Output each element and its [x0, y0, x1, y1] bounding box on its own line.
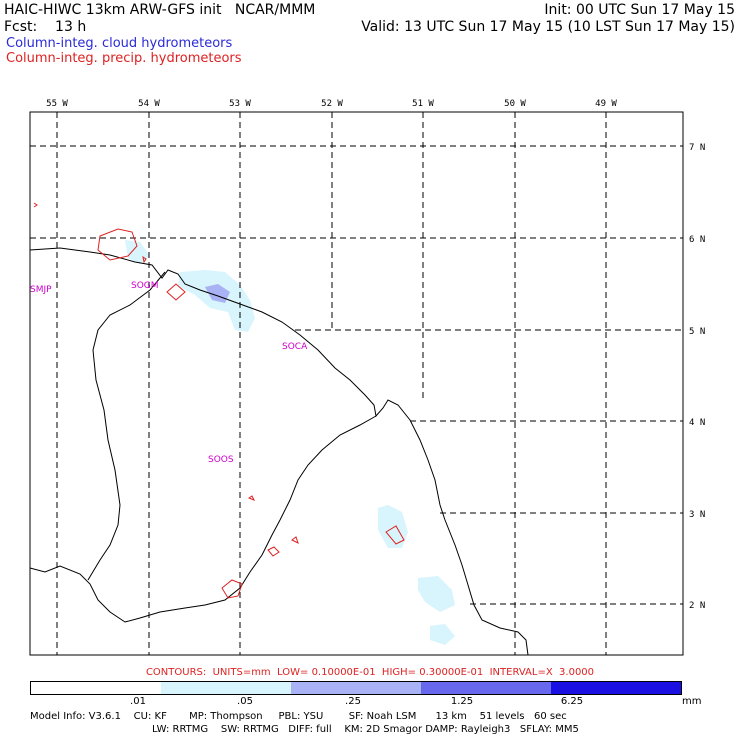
precip-contour — [221, 579, 243, 599]
model-info-line1: Model Info: V3.6.1 CU: KF MP: Thompson P… — [30, 711, 567, 722]
colorbar-label: .25 — [345, 696, 361, 707]
lon-label-49w: 49 W — [595, 99, 617, 109]
init-time: Init: 00 UTC Sun 17 May 15 — [544, 2, 735, 18]
model-title: HAIC-HIWC 13km ARW-GFS init NCAR/MMM — [4, 2, 316, 18]
precip-contour — [385, 525, 405, 545]
lat-label-4n: 4 N — [689, 418, 705, 428]
precip-contour — [97, 228, 138, 261]
lon-label-53w: 53 W — [229, 99, 251, 109]
colorbar-bin — [291, 682, 421, 694]
lon-label-52w: 52 W — [321, 99, 343, 109]
contour-info: CONTOURS: UNITS=mm LOW= 0.10000E-01 HIGH… — [145, 667, 595, 678]
precip-contour — [291, 536, 299, 544]
precip-contour — [166, 283, 186, 301]
colorbar-label: .05 — [237, 696, 253, 707]
lon-label-50w: 50 W — [504, 99, 526, 109]
station-smjp: SMJP — [30, 285, 52, 295]
coastline — [29, 247, 529, 656]
colorbar-bin — [551, 682, 681, 694]
precip-contour — [142, 255, 147, 264]
colorbar — [30, 681, 682, 695]
precip-contour — [267, 546, 280, 557]
lat-label-2n: 2 N — [689, 601, 705, 611]
border-line — [87, 271, 166, 581]
cloud-shade-region — [378, 505, 408, 548]
map-frame — [29, 111, 684, 656]
station-soos: SOOS — [208, 455, 234, 465]
lon-label-51w: 51 W — [412, 99, 434, 109]
colorbar-label: 6.25 — [560, 696, 584, 707]
cloud-shade-region — [430, 624, 455, 645]
lon-label-55w: 55 W — [46, 99, 68, 109]
lat-label-6n: 6 N — [689, 235, 705, 245]
model-info-line2: LW: RRTMG SW: RRTMG DIFF: full KM: 2D Sm… — [152, 724, 579, 735]
precip-contours — [33, 202, 405, 599]
coastlines — [29, 247, 529, 656]
colorbar-bin — [31, 682, 161, 694]
lat-lon-grid — [30, 112, 683, 655]
border-line — [29, 415, 377, 623]
colorbar-label: 1.25 — [450, 696, 474, 707]
lon-label-54w: 54 W — [138, 99, 160, 109]
station-sogm: SOGM — [131, 281, 159, 291]
colorbar-label: .01 — [130, 696, 146, 707]
colorbar-unit: mm — [682, 696, 702, 707]
colorbar-bin — [421, 682, 551, 694]
forecast-hour: Fcst: 13 h — [4, 19, 87, 35]
cloud-shade-region — [418, 576, 455, 612]
station-soca: SOCA — [282, 342, 308, 352]
field-cloud-label: Column-integ. cloud hydrometeors — [6, 36, 233, 51]
field-precip-label: Column-integ. precip. hydrometeors — [6, 51, 242, 66]
cloud-shading — [125, 240, 455, 645]
precip-contour — [33, 202, 38, 208]
lat-label-5n: 5 N — [689, 327, 705, 337]
lat-label-3n: 3 N — [689, 510, 705, 520]
colorbar-bin — [161, 682, 291, 694]
lon-ticks — [56, 112, 607, 118]
lat-label-7n: 7 N — [689, 143, 705, 153]
valid-time: Valid: 13 UTC Sun 17 May 15 (10 LST Sun … — [361, 19, 735, 35]
precip-contour — [247, 495, 256, 501]
